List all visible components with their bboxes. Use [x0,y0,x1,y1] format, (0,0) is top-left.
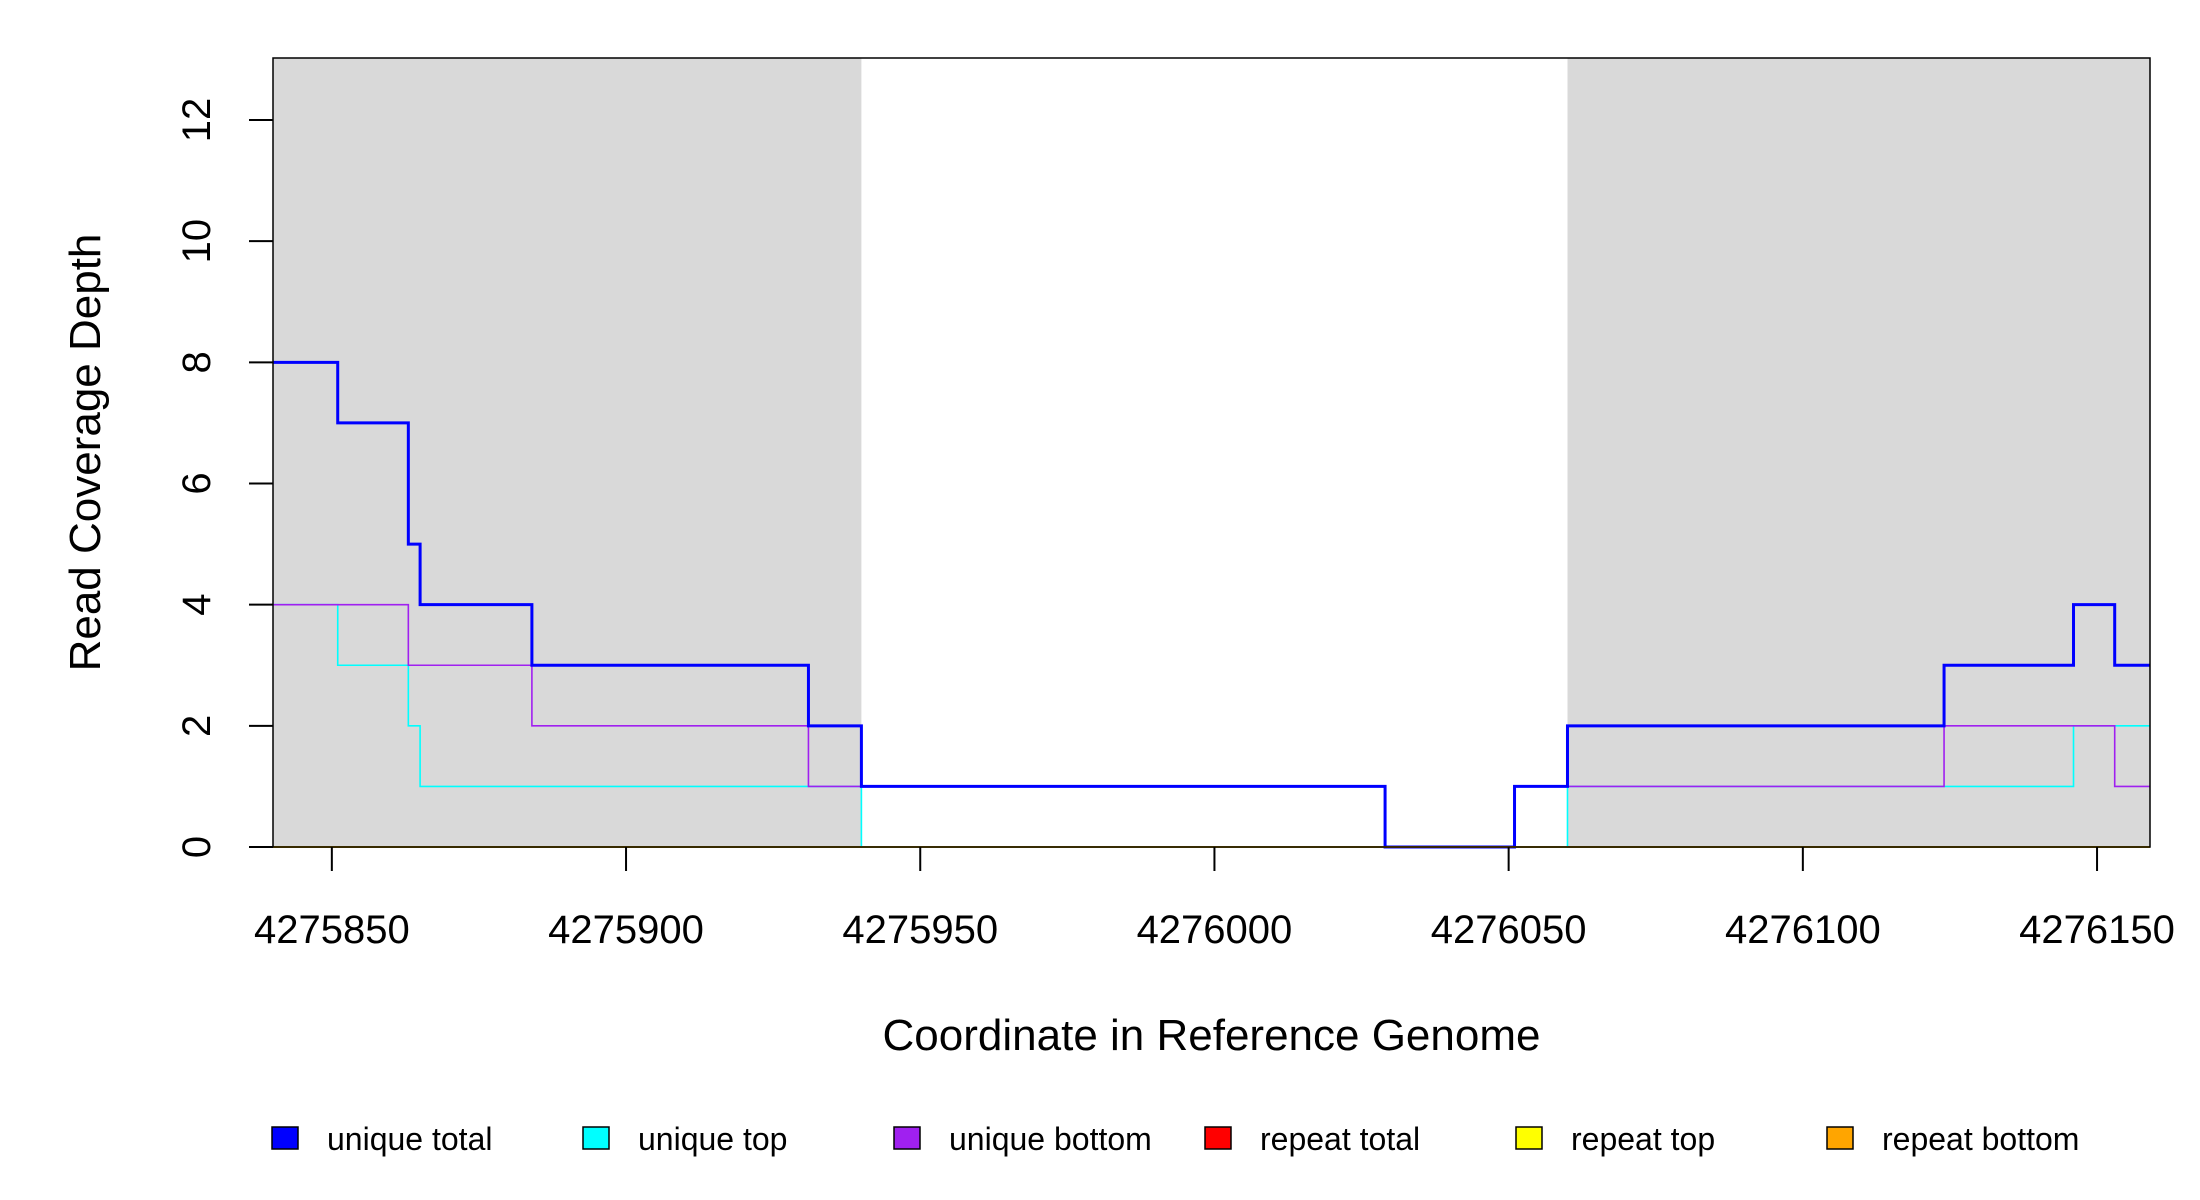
shaded-regions [273,58,2150,847]
legend-swatch-repeat-bottom [1826,1126,1854,1150]
x-tick-label: 4275900 [548,908,704,952]
legend-swatch-unique-top [582,1126,610,1150]
y-tick-label: 10 [175,219,219,264]
x-tick-label: 4276000 [1137,908,1293,952]
legend-label-repeat-total: repeat total [1260,1121,1420,1157]
x-tick-label: 4276150 [2019,908,2175,952]
y-tick-label: 0 [175,836,219,858]
y-axis: 0 2 4 6 8 10 12 [175,98,273,858]
legend-label-unique-bottom: unique bottom [949,1121,1152,1157]
series-unique-total [273,360,2150,849]
legend-label-unique-total: unique total [327,1121,492,1157]
x-tick-label: 4276100 [1725,908,1881,952]
x-axis: 4275850 4275900 4275950 4276000 4276050 42761… [254,847,2175,952]
legend-swatch-repeat-top [1515,1126,1543,1150]
y-axis-title: Read Coverage Depth [61,234,110,672]
shaded-region-1 [273,58,862,847]
y-tick-label: 4 [175,594,219,616]
series-unique-top [273,603,2150,848]
legend-swatch-unique-bottom [893,1126,921,1150]
y-tick-label: 12 [175,98,219,143]
legend: unique total unique top unique bottom repea… [271,1121,2079,1157]
legend-swatch-unique-total [271,1126,299,1150]
y-tick-label: 2 [175,715,219,737]
legend-label-repeat-bottom: repeat bottom [1882,1121,2079,1157]
y-tick-label: 8 [175,351,219,373]
x-axis-title: Coordinate in Reference Genome [883,1011,1541,1060]
legend-swatch-repeat-total [1204,1126,1232,1150]
x-tick-label: 4275950 [842,908,998,952]
x-tick-label: 4276050 [1431,908,1587,952]
y-tick-label: 6 [175,472,219,494]
legend-label-repeat-top: repeat top [1571,1121,1715,1157]
plot-frame [272,57,2151,848]
shaded-region-2 [1567,58,2150,847]
legend-label-unique-top: unique top [638,1121,787,1157]
x-tick-label: 4275850 [254,908,410,952]
